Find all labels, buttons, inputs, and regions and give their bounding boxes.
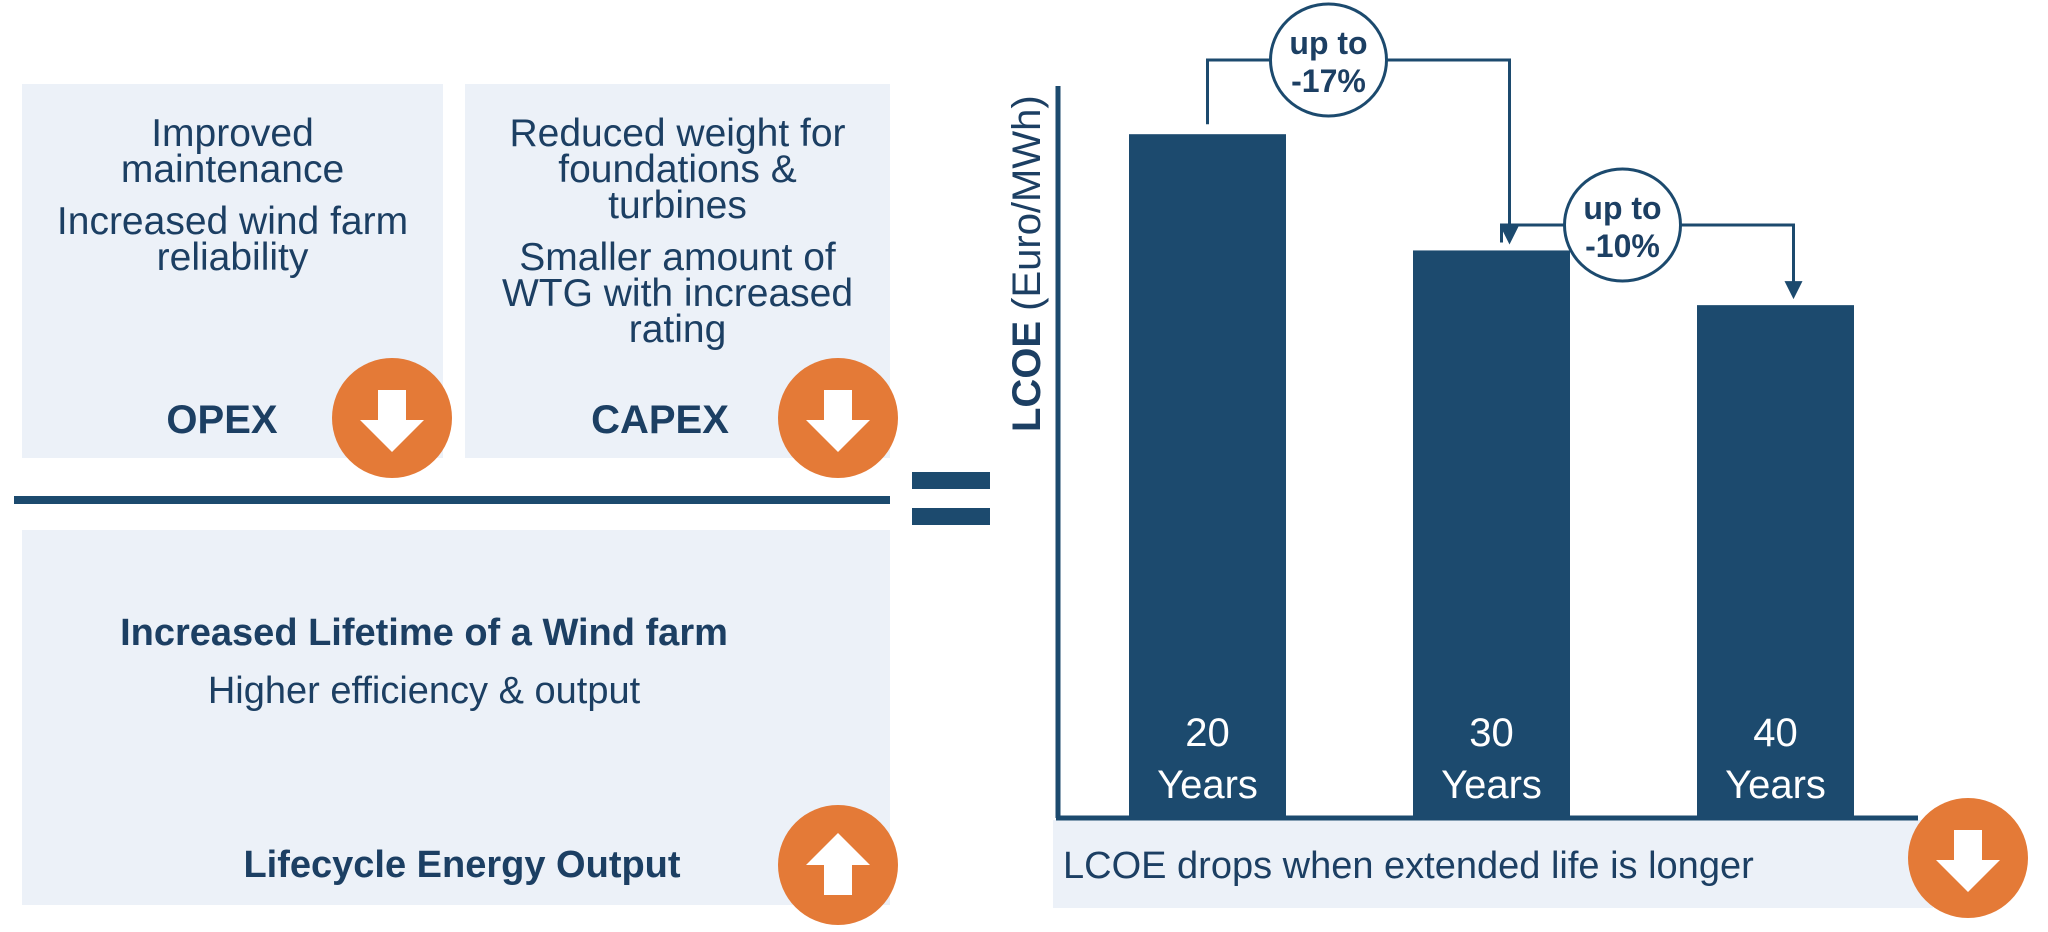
capex-line: Reduced weight for <box>509 112 846 155</box>
capex-arrow-down-icon <box>778 358 898 478</box>
lifecycle-panel: Increased Lifetime of a Wind farm Higher… <box>22 530 890 905</box>
connector-arrowhead-icon <box>1500 226 1519 245</box>
capex-line: turbines <box>608 184 747 227</box>
capex-line: Smaller amount of <box>519 236 836 279</box>
opex-description: Improved maintenance Increased wind farm… <box>22 112 443 279</box>
bar-category-label: Years <box>1157 763 1258 807</box>
y-axis-label-unit: (Euro/MWh) <box>1005 95 1049 311</box>
equals-sign-top <box>912 472 990 489</box>
capex-description: Reduced weight for foundations & turbine… <box>465 112 890 351</box>
fraction-divider <box>14 496 890 504</box>
lifecycle-arrow-up-icon <box>778 805 898 925</box>
capex-line: WTG with increased <box>501 272 854 315</box>
capex-line: foundations & <box>558 148 797 191</box>
bar-category-label: 30 <box>1469 711 1514 755</box>
bars <box>1129 134 1854 819</box>
capex-title: CAPEX <box>591 398 729 442</box>
annotations: up to-17%up to-10% <box>1206 2 1803 300</box>
caption-arrow-down-icon <box>1908 798 2028 918</box>
bar-category-label: Years <box>1725 763 1826 807</box>
caption-box <box>1053 820 1933 908</box>
opex-line: reliability <box>156 236 309 279</box>
y-axis-label-bold: LCOE <box>1005 321 1049 432</box>
change-label: -10% <box>1585 228 1660 264</box>
change-label: -17% <box>1291 63 1366 99</box>
lifetime-heading: Increased Lifetime of a Wind farm <box>120 612 728 654</box>
opex-line: maintenance <box>120 148 345 191</box>
opex-line: Improved <box>151 112 314 155</box>
change-bubble <box>1563 167 1682 283</box>
y-axis-label: LCOE (Euro/MWh) <box>1005 95 1049 432</box>
bar <box>1129 134 1286 818</box>
change-label: up to <box>1289 25 1367 61</box>
bar <box>1697 305 1854 819</box>
bar <box>1413 250 1570 818</box>
caption-text: LCOE drops when extended life is longer <box>1063 845 1754 887</box>
opex-line: Increased wind farm <box>56 200 409 243</box>
bar-category-label: 40 <box>1753 711 1798 755</box>
equals-sign-bottom <box>912 508 990 525</box>
bar-category-label: 20 <box>1185 711 1230 755</box>
capex-line: rating <box>628 308 727 351</box>
lifecycle-title: Lifecycle Energy Output <box>243 844 681 886</box>
connector-arrowhead-icon <box>1784 281 1803 300</box>
bar-category-label: Years <box>1441 763 1542 807</box>
bar-labels: 20 Years 30 Years 40 Years <box>1157 711 1826 807</box>
opex-arrow-down-icon <box>332 358 452 478</box>
change-label: up to <box>1583 190 1661 226</box>
lifetime-subheading: Higher efficiency & output <box>207 670 641 712</box>
change-bubble <box>1269 2 1388 118</box>
opex-title: OPEX <box>166 398 278 442</box>
opex-panel: Improved maintenance Increased wind farm… <box>22 84 443 458</box>
